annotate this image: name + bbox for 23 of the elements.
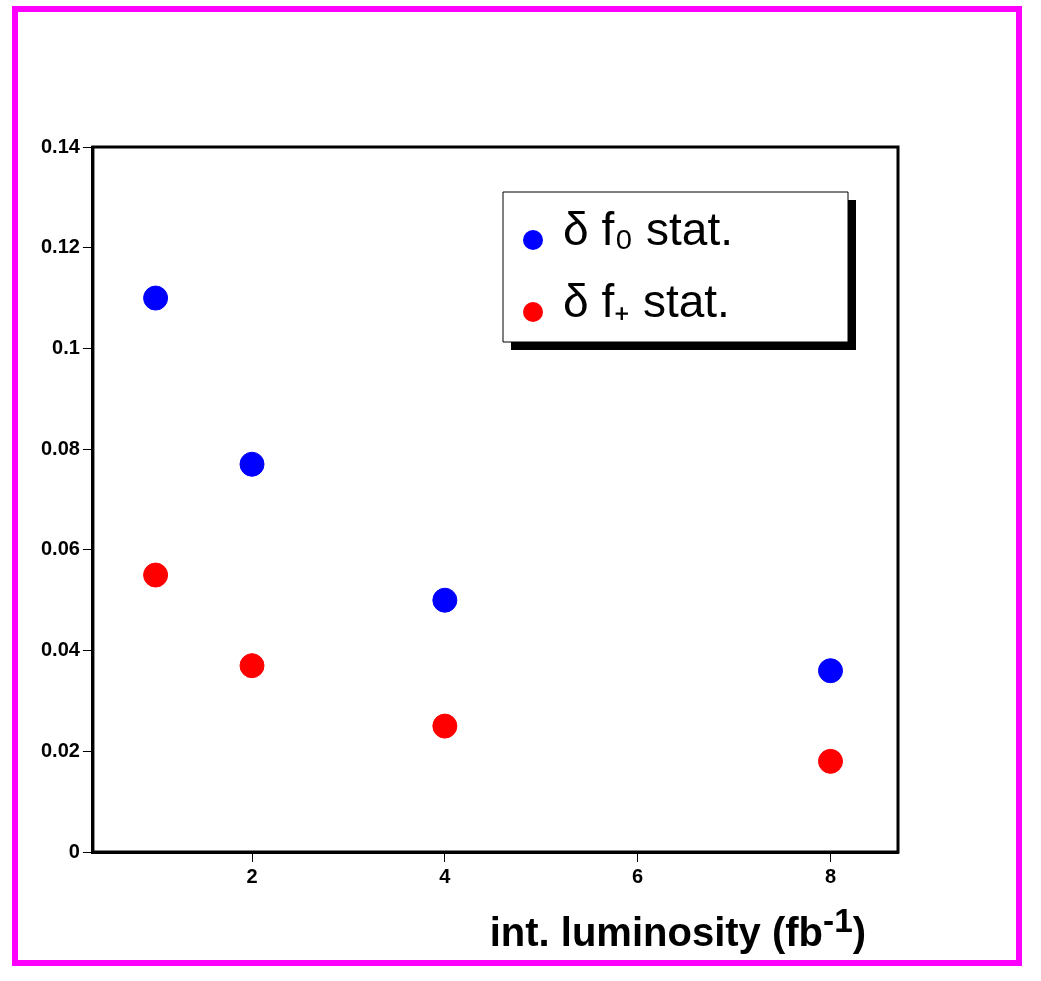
point	[818, 748, 844, 774]
x-tick-label: 6	[632, 864, 644, 887]
legend-label: δ f₊ stat.	[563, 274, 730, 327]
legend-label: δ f₀ stat.	[563, 202, 733, 255]
point	[239, 451, 265, 477]
x-tick-label: 4	[439, 864, 452, 887]
x-axis-title: int. luminosity (fb$^{-1}$)	[489, 902, 866, 956]
y-tick-label: 0.06	[40, 537, 80, 560]
y-tick-label: 0.14	[40, 134, 81, 157]
y-tick-label: 0.08	[40, 436, 80, 459]
x-tick-label: 2	[246, 864, 258, 887]
point	[432, 713, 458, 739]
point	[143, 285, 169, 311]
point	[432, 587, 458, 613]
x-tick-label: 8	[824, 864, 837, 887]
point	[239, 653, 265, 679]
y-tick-label: 0	[68, 839, 80, 862]
point	[143, 562, 169, 588]
y-tick-label: 0.12	[40, 235, 80, 258]
y-tick-label: 0.1	[52, 335, 80, 358]
y-tick-label: 0.04	[40, 638, 81, 661]
point	[818, 658, 844, 684]
y-tick-label: 0.02	[40, 738, 80, 761]
